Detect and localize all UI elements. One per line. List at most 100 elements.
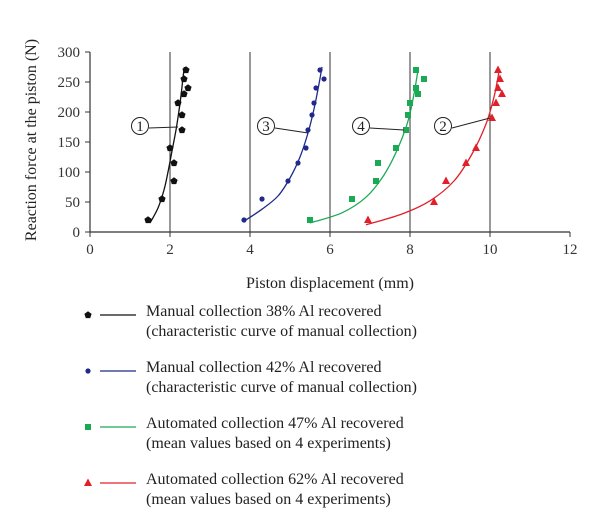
legend-glyph-3 bbox=[85, 424, 136, 430]
series-1-point-5 bbox=[174, 99, 182, 107]
series-1-point-4 bbox=[170, 177, 178, 185]
plot-area: 0 50 100 150 200 250 300 0 2 4 6 8 10 12 1 3 4 2 bbox=[58, 45, 578, 258]
legend-glyph-4 bbox=[84, 478, 136, 486]
series-3-point-7 bbox=[407, 100, 413, 106]
series-3-curve bbox=[309, 69, 419, 224]
series-4 bbox=[364, 65, 506, 226]
series-1 bbox=[144, 66, 192, 224]
series-1-point-7 bbox=[178, 111, 186, 119]
series-1-point-6 bbox=[178, 126, 186, 134]
y-tick-label-200: 200 bbox=[58, 105, 81, 121]
legend-sublabel-4: (mean values based on 4 experiments) bbox=[146, 491, 391, 508]
x-tick-label-6: 6 bbox=[326, 242, 334, 258]
annotation-4-leader bbox=[369, 127, 405, 131]
legend-label-3: Automated collection 47% Al recovered bbox=[146, 415, 404, 432]
legend-glyph-1 bbox=[84, 311, 136, 319]
annotation-1-circle bbox=[131, 117, 149, 135]
legend-glyph-2 bbox=[85, 368, 136, 374]
series-2-point-0 bbox=[241, 217, 247, 223]
series-1-point-11 bbox=[184, 84, 192, 92]
series-1-point-1 bbox=[158, 195, 166, 203]
annotation-4: 4 bbox=[352, 117, 405, 135]
series-1-point-2 bbox=[166, 144, 174, 152]
annotation-1-label: 1 bbox=[136, 119, 144, 135]
y-tick-label-150: 150 bbox=[58, 135, 81, 151]
series-2 bbox=[241, 66, 327, 223]
series-2-point-2 bbox=[285, 178, 291, 184]
legend-sublabel-3: (mean values based on 4 experiments) bbox=[146, 435, 391, 452]
y-axis-label: Reaction force at the piston (N) bbox=[23, 39, 40, 241]
annotation-4-circle bbox=[352, 117, 370, 135]
series-3-point-1 bbox=[349, 196, 355, 202]
legend-marker-1 bbox=[84, 311, 92, 319]
series-2-point-4 bbox=[303, 145, 309, 151]
annotation-2-leader bbox=[451, 117, 491, 129]
series-3-point-9 bbox=[415, 91, 421, 97]
series-1-point-8 bbox=[180, 75, 188, 83]
legend-marker-2 bbox=[85, 368, 91, 374]
legend-label-4: Automated collection 62% Al recovered bbox=[146, 471, 404, 488]
annotation-1-leader bbox=[148, 126, 179, 129]
series-3-point-4 bbox=[393, 145, 399, 151]
series-3-point-11 bbox=[421, 76, 427, 82]
x-tick-label-12: 12 bbox=[563, 242, 578, 258]
series-1-point-3 bbox=[170, 159, 178, 167]
series-3-point-6 bbox=[405, 112, 411, 118]
chart: 0 50 100 150 200 250 300 0 2 4 6 8 10 12 1 3 4 2 Piston d… bbox=[23, 39, 578, 292]
series-2-curve bbox=[243, 66, 323, 222]
y-tick-label-100: 100 bbox=[58, 165, 81, 181]
legend-text-2: Manual collection 42% Al recovered (chara… bbox=[146, 358, 417, 398]
series-2-point-6 bbox=[309, 112, 315, 118]
x-axis-label: Piston displacement (mm) bbox=[246, 275, 414, 292]
legend-text-3: Automated collection 47% Al recovered (me… bbox=[146, 414, 404, 454]
series-2-point-3 bbox=[295, 160, 301, 166]
annotation-4-label: 4 bbox=[357, 119, 365, 135]
legend-item-1: Manual collection 38% Al recovered (chara… bbox=[80, 303, 580, 356]
series-2-point-7 bbox=[311, 100, 317, 106]
series-4-point-0 bbox=[364, 215, 372, 223]
series-3-point-5 bbox=[403, 127, 409, 133]
x-tick-label-4: 4 bbox=[246, 242, 254, 258]
series-4-point-10 bbox=[498, 89, 506, 97]
series-1-point-9 bbox=[180, 90, 188, 98]
series-1-point-0 bbox=[144, 216, 152, 224]
x-tick-label-0: 0 bbox=[86, 242, 94, 258]
x-tick-label-10: 10 bbox=[483, 242, 498, 258]
series-4-point-2 bbox=[442, 176, 450, 184]
series-4-point-3 bbox=[462, 158, 470, 166]
series-4-point-4 bbox=[472, 143, 480, 151]
series-3-point-3 bbox=[375, 160, 381, 166]
legend-item-2: Manual collection 42% Al recovered (chara… bbox=[80, 358, 580, 412]
series-1-point-10 bbox=[182, 66, 190, 74]
legend-label-2: Manual collection 42% Al recovered bbox=[146, 359, 382, 376]
series-2-point-8 bbox=[313, 85, 319, 91]
series-4-point-7 bbox=[494, 83, 502, 91]
series-3 bbox=[307, 67, 427, 224]
legend-label-1: Manual collection 38% Al recovered bbox=[146, 303, 382, 320]
series-2-point-5 bbox=[305, 127, 311, 133]
annotation-3-circle bbox=[257, 117, 275, 135]
y-tick-label-50: 50 bbox=[65, 195, 80, 211]
x-tick-label-2: 2 bbox=[166, 242, 174, 258]
series-3-point-0 bbox=[307, 217, 313, 223]
annotation-3: 3 bbox=[257, 117, 309, 135]
annotation-1: 1 bbox=[131, 117, 179, 135]
legend-marker-4 bbox=[84, 478, 92, 486]
legend-item-4: Automated collection 62% Al recovered (me… bbox=[80, 470, 580, 524]
series-4-point-8 bbox=[494, 65, 502, 73]
series-3-point-8 bbox=[413, 85, 419, 91]
x-tick-label-8: 8 bbox=[406, 242, 414, 258]
legend-text-4: Automated collection 62% Al recovered (me… bbox=[146, 470, 404, 510]
annotation-2-circle bbox=[434, 117, 452, 135]
series-4-point-9 bbox=[496, 74, 504, 82]
legend: Manual collection 38% Al recovered (chara… bbox=[80, 303, 580, 528]
annotation-3-label: 3 bbox=[262, 119, 270, 135]
series-4-point-5 bbox=[488, 113, 496, 121]
series-4-point-1 bbox=[430, 197, 438, 205]
legend-marker-3 bbox=[85, 424, 91, 430]
y-tick-label-250: 250 bbox=[58, 75, 81, 91]
annotation-3-leader bbox=[274, 127, 309, 134]
y-tick-label-0: 0 bbox=[73, 225, 81, 241]
legend-sublabel-2: (characteristic curve of manual collecti… bbox=[146, 379, 417, 396]
series-2-point-9 bbox=[317, 67, 323, 73]
